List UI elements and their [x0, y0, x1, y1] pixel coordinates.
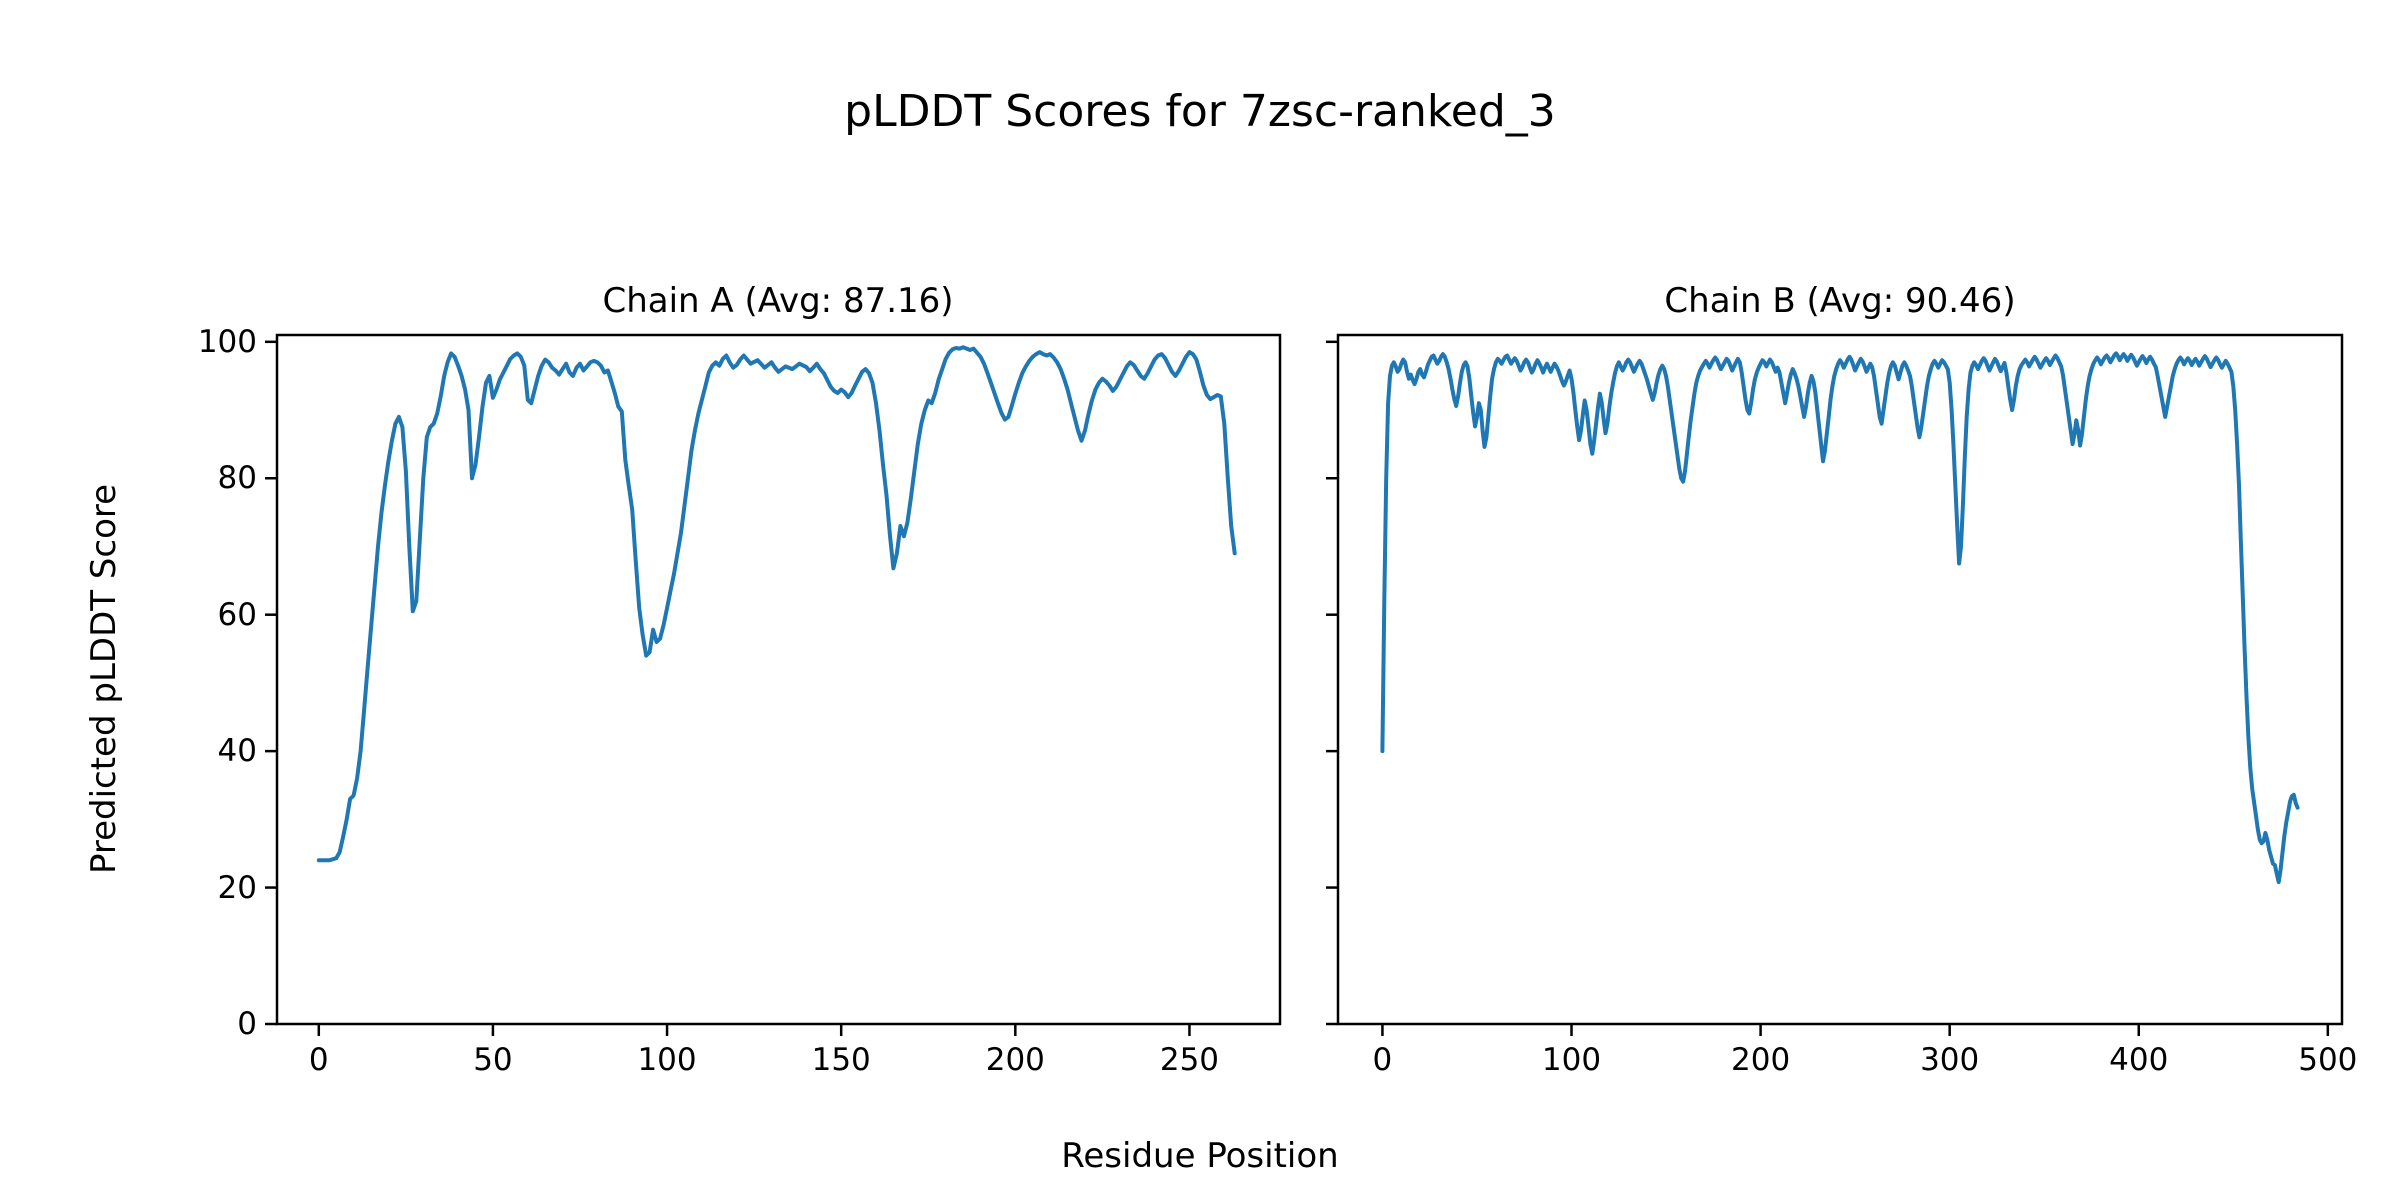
subplot-title-chain-a: Chain A (Avg: 87.16) — [602, 281, 954, 321]
y-tick-label: 100 — [197, 323, 257, 360]
x-tick-label: 0 — [308, 1042, 329, 1078]
x-tick-label: 300 — [1920, 1042, 1980, 1078]
plddt-line-chain-b — [1380, 351, 2300, 885]
y-tick-label: 60 — [217, 596, 257, 633]
x-tick-label: 150 — [811, 1042, 871, 1078]
x-tick-label: 400 — [2109, 1042, 2169, 1078]
x-tick-label: 0 — [1372, 1042, 1393, 1078]
x-tick-label: 500 — [2298, 1042, 2358, 1078]
y-axis-label: Predicted pLDDT Score — [84, 483, 124, 875]
x-tick-label: 100 — [1541, 1042, 1602, 1078]
x-tick-label: 250 — [1159, 1042, 1220, 1078]
x-tick-label: 200 — [1730, 1042, 1791, 1078]
y-tick-label: 40 — [217, 733, 257, 770]
axes-box-chain-a — [275, 333, 1282, 1026]
x-axis-label: Residue Position — [1061, 1136, 1339, 1176]
y-tick-label: 0 — [237, 1006, 257, 1042]
plddt-line-chain-a — [316, 345, 1237, 863]
x-tick-label: 200 — [985, 1042, 1045, 1078]
axes-box-chain-b — [1336, 333, 2344, 1026]
y-tick-label: 80 — [217, 460, 257, 497]
x-tick-label: 50 — [473, 1042, 513, 1078]
figure-title: pLDDT Scores for 7zsc-ranked_3 — [844, 86, 1556, 137]
subplot-title-chain-b: Chain B (Avg: 90.46) — [1664, 281, 2016, 321]
y-tick-label: 20 — [217, 869, 257, 906]
x-tick-label: 100 — [637, 1042, 697, 1078]
